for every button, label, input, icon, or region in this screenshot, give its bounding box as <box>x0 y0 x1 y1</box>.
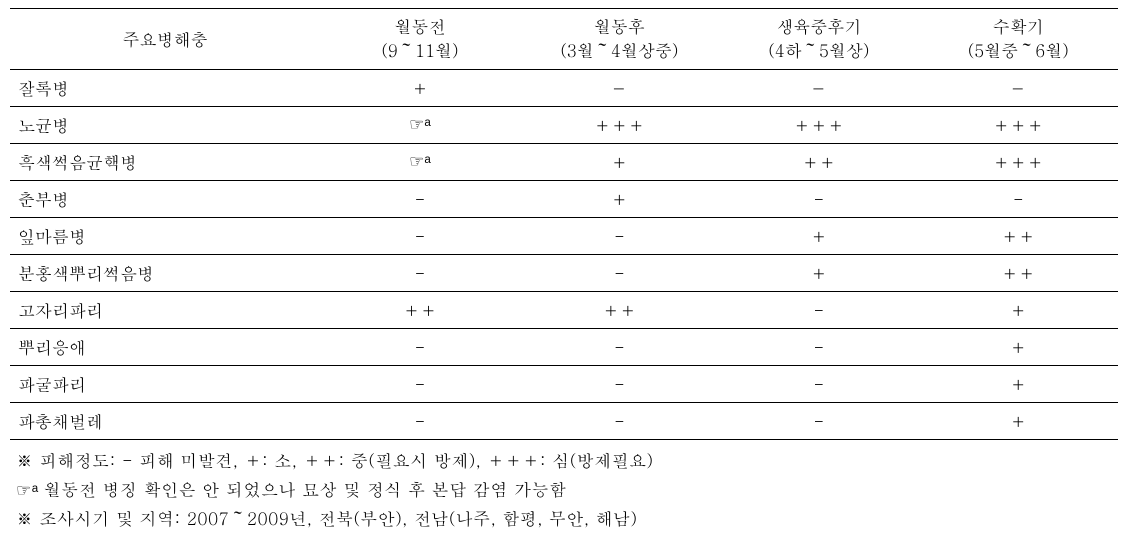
cell-pest-name: 고자리파리 <box>10 291 320 328</box>
header-pest: 주요병해충 <box>10 9 320 70</box>
cell-value: - <box>719 365 918 402</box>
cell-value: - <box>719 180 918 217</box>
cell-value: - <box>520 254 719 291</box>
table-row: 노균병☞ᵃ＋＋＋＋＋＋＋＋＋ <box>10 106 1118 143</box>
cell-value: - <box>320 365 519 402</box>
cell-value: - <box>919 180 1118 217</box>
table-row: 파굴파리---＋ <box>10 365 1118 402</box>
table-row: 잎마름병--＋＋＋ <box>10 217 1118 254</box>
pest-damage-table: 주요병해충 월동전 (9～11월) 월동후 (3월～4월상중) 생육중후기 (4… <box>10 8 1118 440</box>
header-period-1: 월동전 (9～11월) <box>320 9 519 70</box>
table-row: 뿌리응애---＋ <box>10 328 1118 365</box>
note-damage-legend: ※ 피해정도: - 피해 미발견, ＋: 소, ＋＋: 중(필요시 방제), ＋… <box>16 448 1118 472</box>
table-row: 춘부병-＋-- <box>10 180 1118 217</box>
cell-value: - <box>320 254 519 291</box>
cell-pest-name: 분홍색뿌리썩음병 <box>10 254 320 291</box>
cell-value: ☞ᵃ <box>320 106 519 143</box>
cell-value: - <box>520 402 719 439</box>
cell-value: ＋＋ <box>320 291 519 328</box>
cell-pest-name: 파굴파리 <box>10 365 320 402</box>
cell-pest-name: 잘록병 <box>10 69 320 106</box>
cell-pest-name: 춘부병 <box>10 180 320 217</box>
header-period-4-line1: 수확기 <box>923 15 1114 39</box>
cell-value: ＋ <box>320 69 519 106</box>
cell-value: - <box>520 365 719 402</box>
cell-value: - <box>719 402 918 439</box>
cell-value: - <box>520 217 719 254</box>
cell-value: ＋＋ <box>919 254 1118 291</box>
cell-value: ＋ <box>520 143 719 180</box>
header-period-3-line2: (4하～5월상) <box>723 39 914 63</box>
cell-value: - <box>320 180 519 217</box>
table-header-row: 주요병해충 월동전 (9～11월) 월동후 (3월～4월상중) 생육중후기 (4… <box>10 9 1118 70</box>
table-row: 고자리파리＋＋＋＋-＋ <box>10 291 1118 328</box>
header-period-3-line1: 생육중후기 <box>723 15 914 39</box>
cell-value: ＋ <box>919 328 1118 365</box>
notes-section: ※ 피해정도: - 피해 미발견, ＋: 소, ＋＋: 중(필요시 방제), ＋… <box>10 448 1118 530</box>
cell-value: ＋＋＋ <box>520 106 719 143</box>
header-period-2-line1: 월동후 <box>524 15 715 39</box>
table-row: 파총채벌레---＋ <box>10 402 1118 439</box>
header-period-1-line2: (9～11월) <box>324 39 515 63</box>
header-period-4-line2: (5월중～6월) <box>923 39 1114 63</box>
header-period-2-line2: (3월～4월상중) <box>524 39 715 63</box>
cell-value: ＋＋＋ <box>719 106 918 143</box>
cell-value: ＋＋ <box>919 217 1118 254</box>
note-hand-explanation: ☞ᵃ 월동전 병징 확인은 안 되었으나 묘상 및 정식 후 본답 감염 가능함 <box>16 477 1118 501</box>
table-body: 잘록병＋－－－노균병☞ᵃ＋＋＋＋＋＋＋＋＋흑색썩음균핵병☞ᵃ＋＋＋＋＋＋춘부병-… <box>10 69 1118 439</box>
note-survey-info: ※ 조사시기 및 지역: 2007～2009년, 전북(부안), 전남(나주, … <box>16 506 1118 530</box>
cell-value: ＋＋ <box>719 143 918 180</box>
cell-value: ＋＋＋ <box>919 143 1118 180</box>
cell-value: ＋ <box>919 365 1118 402</box>
cell-value: ＋ <box>919 291 1118 328</box>
cell-value: ＋ <box>520 180 719 217</box>
cell-value: - <box>719 291 918 328</box>
cell-value: － <box>919 69 1118 106</box>
cell-value: - <box>520 328 719 365</box>
cell-value: ＋ <box>719 217 918 254</box>
cell-value: － <box>520 69 719 106</box>
cell-value: ＋＋ <box>520 291 719 328</box>
table-row: 흑색썩음균핵병☞ᵃ＋＋＋＋＋＋ <box>10 143 1118 180</box>
cell-value: － <box>719 69 918 106</box>
hand-pointer-icon: ☞ᵃ <box>16 481 44 500</box>
table-row: 잘록병＋－－－ <box>10 69 1118 106</box>
cell-value: ☞ᵃ <box>320 143 519 180</box>
header-period-3: 생육중후기 (4하～5월상) <box>719 9 918 70</box>
header-period-4: 수확기 (5월중～6월) <box>919 9 1118 70</box>
cell-value: ＋＋＋ <box>919 106 1118 143</box>
cell-pest-name: 흑색썩음균핵병 <box>10 143 320 180</box>
cell-pest-name: 잎마름병 <box>10 217 320 254</box>
cell-value: - <box>320 217 519 254</box>
header-pest-label: 주요병해충 <box>123 27 208 51</box>
header-period-1-line1: 월동전 <box>324 15 515 39</box>
cell-value: - <box>320 402 519 439</box>
cell-value: ＋ <box>919 402 1118 439</box>
cell-pest-name: 파총채벌레 <box>10 402 320 439</box>
cell-value: - <box>320 328 519 365</box>
table-row: 분홍색뿌리썩음병--＋＋＋ <box>10 254 1118 291</box>
cell-value: ＋ <box>719 254 918 291</box>
header-period-2: 월동후 (3월～4월상중) <box>520 9 719 70</box>
cell-pest-name: 뿌리응애 <box>10 328 320 365</box>
note-hand-text: 월동전 병징 확인은 안 되었으나 묘상 및 정식 후 본답 감염 가능함 <box>44 477 567 501</box>
cell-pest-name: 노균병 <box>10 106 320 143</box>
cell-value: - <box>719 328 918 365</box>
